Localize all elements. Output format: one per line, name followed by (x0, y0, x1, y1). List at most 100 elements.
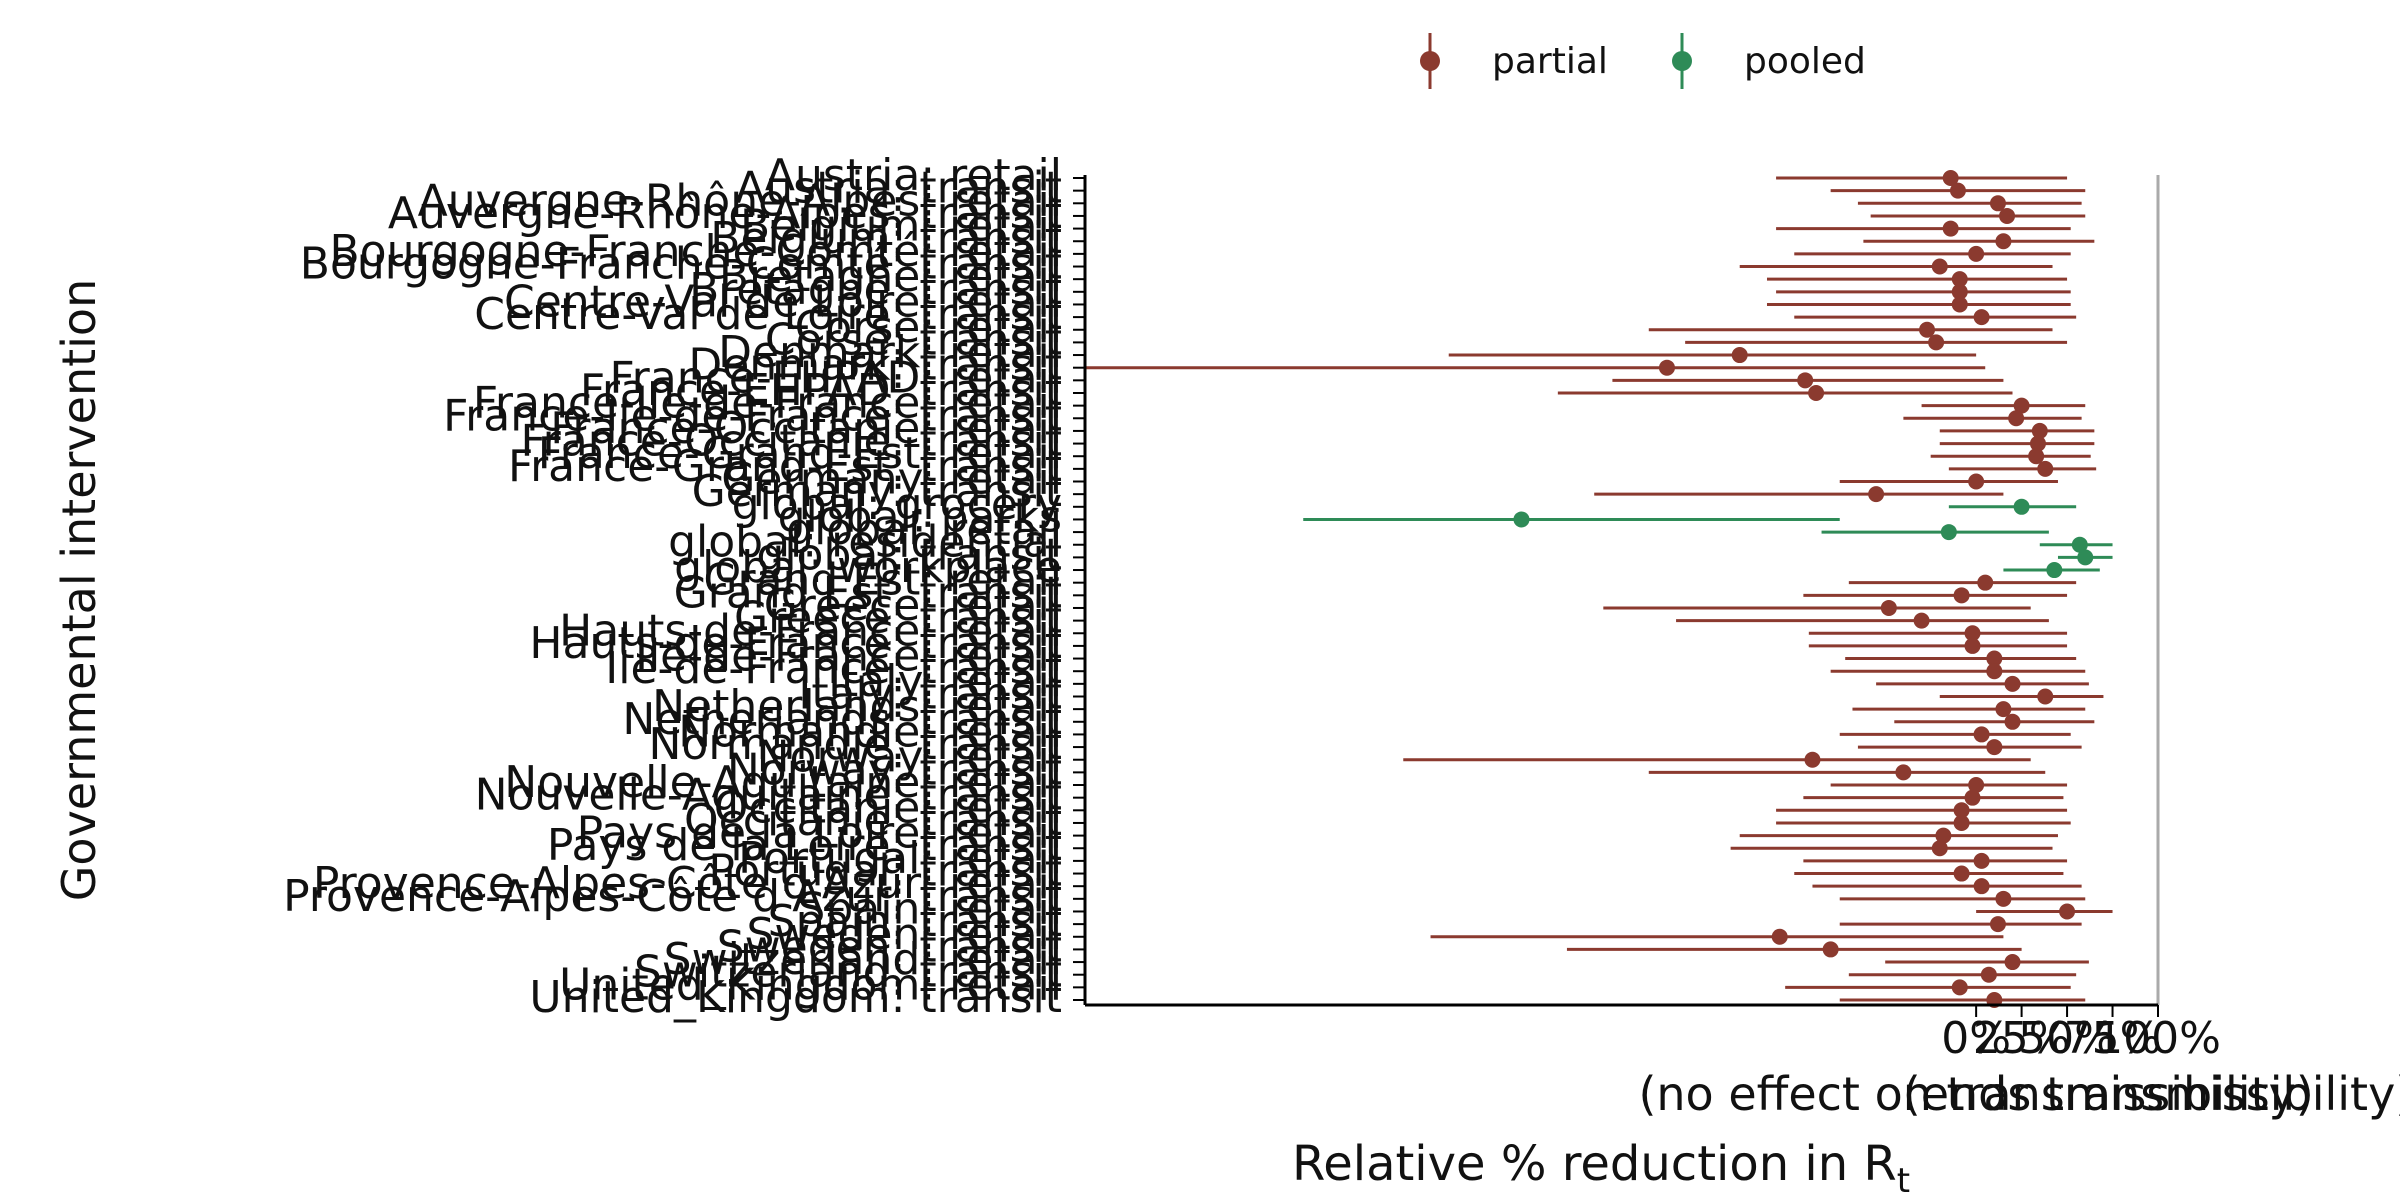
point-estimate (2071, 536, 2088, 553)
y-tick-label: France-Grand-Est: retail (538, 428, 1062, 479)
x-tick-label: 75% (2064, 1013, 2162, 1064)
point-estimate (1980, 966, 1997, 983)
y-tick-label: Germany: transit (692, 466, 1062, 517)
y-tick-label: France-Occitanie: transit (521, 416, 1062, 467)
data-marks (1085, 170, 2113, 1008)
point-estimate (1964, 789, 1981, 806)
legend-label: pooled (1744, 41, 1866, 82)
y-tick-label: Hauts-de-France: transit (529, 618, 1062, 669)
point-estimate (1951, 283, 1968, 300)
y-tick-label: Italy: retail (828, 656, 1062, 707)
y-tick-label: Occitanie: transit (684, 795, 1062, 846)
point-estimate (1986, 663, 2003, 680)
y-tick-label: global: transit (756, 529, 1062, 580)
point-estimate (1513, 511, 1530, 528)
y-tick-label: Switzerland: transit (634, 947, 1062, 998)
point-estimate (1771, 928, 1788, 945)
point-estimate (2029, 435, 2046, 452)
point-estimate (1964, 637, 1981, 654)
point-estimate (1968, 245, 1985, 262)
y-tick-label: Grand Est: transit (674, 567, 1062, 618)
y-tick-label: Netherlands: transit (622, 694, 1062, 745)
y-tick-label: global: residential (668, 517, 1062, 568)
y-tick-label: Auvergne-Rhône-Alpes: retail (418, 175, 1062, 226)
y-tick-label: Ile-de-France: retail (635, 631, 1062, 682)
point-estimate (1928, 334, 1945, 351)
point-estimate (1913, 612, 1930, 629)
point-estimate (1999, 207, 2016, 224)
y-tick-label: France-EHPAD: retail (610, 352, 1062, 403)
y-tick-label: Switzerland: retail (664, 934, 1062, 985)
legend-entry: pooled (1672, 33, 1866, 89)
y-tick-label: France-Grand-Est: transit (508, 441, 1062, 492)
point-estimate (2004, 713, 2021, 730)
y-tick-label: Spain: transit (768, 896, 1062, 947)
x-tick-label: 25% (1973, 1013, 2071, 1064)
point-estimate (1895, 764, 1912, 781)
y-tick-label: Bourgogne-Franche-Comté: retail (330, 226, 1063, 277)
x-tick-annotation: (no effect on transmissibility) (1638, 1067, 2313, 1121)
point-estimate (2013, 498, 2030, 515)
y-tick-label: Portugal: transit (708, 846, 1062, 897)
point-estimate (1989, 195, 2006, 212)
point-estimate (1808, 384, 1825, 401)
y-tick-label: Bretagne: retail (719, 251, 1062, 302)
point-estimate (1822, 941, 1839, 958)
legend-entry: partial (1420, 33, 1608, 89)
x-axis-title-subscript: t (1897, 1161, 1910, 1200)
point-estimate (2004, 675, 2021, 692)
y-axis-title: Governmental intervention (52, 279, 106, 901)
point-estimate (1953, 865, 1970, 882)
y-tick-label: Portugal: retail (738, 833, 1062, 884)
point-estimate (1919, 321, 1936, 338)
point-estimate (1797, 372, 1814, 389)
x-tick-annotation: (ends transmissibility) (1903, 1067, 2400, 1121)
point-estimate (1935, 827, 1952, 844)
point-estimate (2059, 903, 2076, 920)
y-tick-label: Greece: transit (734, 593, 1062, 644)
point-estimate (1658, 359, 1675, 376)
point-estimate (1953, 587, 1970, 604)
point-estimate (1973, 852, 1990, 869)
y-tick-label: Normandie: retail (678, 706, 1062, 757)
x-tick-label: 0% (1941, 1013, 2011, 1064)
x-tick-label: 50% (2018, 1013, 2116, 1064)
y-tick-label: Netherlands: retail (652, 681, 1062, 732)
y-tick-label: global: grocery (732, 479, 1062, 530)
y-tick-label: Bourgogne-Franche-Comté: transit (300, 239, 1062, 290)
point-estimate (1973, 726, 1990, 743)
point-estimate (1951, 979, 1968, 996)
y-tick-label: France-Ile-de-France: transit (443, 390, 1062, 441)
y-tick-label: Provence-Alpes-Côte d'Azur: retail (313, 858, 1062, 909)
y-tick-label: global: parks (778, 491, 1062, 542)
point-estimate (2037, 688, 2054, 705)
y-tick-label: Nouvelle-Aquitaine: transit (475, 770, 1062, 821)
point-estimate (1940, 524, 1957, 541)
y-tick-label: Grand Est: retail (703, 555, 1062, 606)
y-tick-label: Sweden: retail (746, 909, 1062, 960)
point-estimate (1868, 486, 1885, 503)
y-tick-label: Spain: retail (797, 883, 1062, 934)
y-tick-label: United_Kingdom: retail (559, 959, 1062, 1010)
y-tick-label: Sweden: transit (717, 921, 1062, 972)
y-tick-label: Pays de la Loire: transit (547, 820, 1062, 871)
point-estimate (1986, 650, 2003, 667)
point-estimate (1953, 814, 1970, 831)
y-tick-label: Belgium: retail (740, 201, 1062, 252)
point-estimate (1804, 751, 1821, 768)
y-tick-label: global: retail (786, 504, 1062, 555)
legend-label: partial (1492, 41, 1608, 82)
y-tick-label: Denmark: retail (718, 327, 1062, 378)
y-tick-label: Nouvelle-Aquitaine: retail (504, 757, 1062, 808)
y-tick-label: Normandie: transit (649, 719, 1063, 770)
point-estimate (2008, 410, 2025, 427)
point-estimate (1995, 233, 2012, 250)
point-estimate (1953, 802, 1970, 819)
y-tick-label: Pays de la Loire: retail (577, 808, 1062, 859)
y-tick-label: United_Kingdom: transit (529, 972, 1062, 1023)
axes (1083, 175, 2158, 1007)
y-tick-label: Provence-Alpes-Côte d'Azur: transit (283, 871, 1062, 922)
y-tick-label: Greece: retail (764, 580, 1062, 631)
y-ticks (1073, 177, 1085, 1001)
